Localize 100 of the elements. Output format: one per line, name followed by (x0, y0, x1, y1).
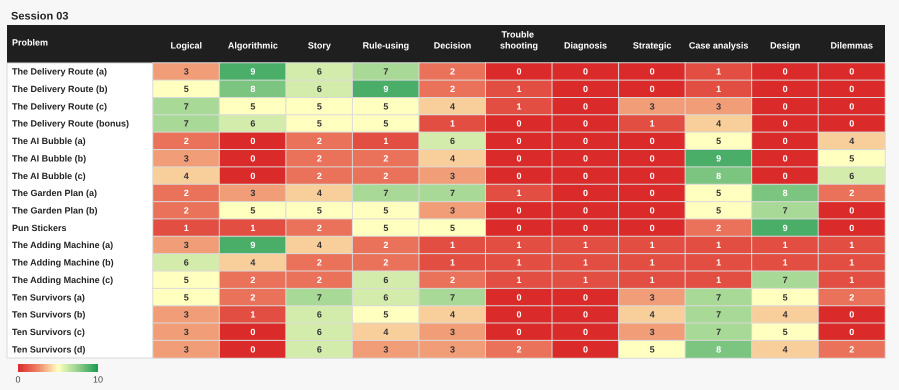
data-label: 2 (516, 344, 522, 354)
data-label: 5 (250, 206, 256, 216)
data-label: 0 (849, 84, 854, 94)
y-tick-label: The Delivery Route (a) (12, 66, 108, 77)
data-label: 0 (849, 101, 854, 112)
data-label: 5 (650, 344, 655, 354)
data-label: 0 (782, 101, 788, 112)
data-label: 1 (716, 84, 722, 94)
data-label: 1 (716, 240, 722, 250)
data-label: 7 (716, 326, 722, 337)
data-label: 6 (383, 292, 388, 302)
data-label: 0 (849, 310, 854, 320)
data-label: 0 (583, 136, 588, 146)
data-label: 0 (650, 66, 655, 77)
data-label: 1 (849, 258, 854, 268)
data-label: 1 (650, 240, 655, 250)
y-tick-label: Ten Survivors (b) (12, 310, 86, 320)
data-label: 0 (583, 326, 588, 337)
data-label: 5 (716, 206, 722, 216)
data-label: 5 (316, 206, 322, 216)
data-label: 7 (450, 188, 455, 198)
data-label: 3 (450, 326, 455, 337)
data-label: 0 (516, 310, 522, 320)
data-label: 5 (383, 206, 388, 216)
data-label: 7 (716, 292, 722, 302)
data-label: 5 (782, 292, 788, 302)
data-label: 2 (184, 136, 189, 146)
data-label: 0 (583, 84, 588, 94)
data-label: 1 (716, 274, 722, 285)
x-tick-label: Trouble shooting (500, 30, 538, 50)
data-label: 0 (516, 153, 522, 164)
data-label: 0 (583, 101, 588, 112)
y-tick-label: Ten Survivors (d) (12, 344, 86, 354)
data-label: 2 (316, 153, 322, 164)
data-label: 1 (583, 240, 588, 250)
data-label: 2 (849, 188, 854, 198)
data-label: 5 (383, 310, 388, 320)
data-label: 0 (516, 136, 522, 146)
y-tick-label: The AI Bubble (a) (12, 136, 86, 146)
data-label: 0 (583, 206, 588, 216)
data-label: 1 (184, 222, 189, 233)
data-label: 7 (716, 310, 722, 320)
data-label: 2 (450, 84, 455, 94)
data-label: 7 (782, 206, 788, 216)
data-label: 0 (250, 344, 256, 354)
data-label: 3 (184, 310, 189, 320)
data-label: 0 (849, 66, 854, 77)
data-label: 2 (250, 274, 256, 285)
data-label: 7 (450, 292, 455, 302)
data-label: 1 (849, 240, 854, 250)
x-tick-label: Dilemmas (830, 40, 873, 50)
data-label: 5 (383, 118, 388, 129)
data-label: 0 (250, 153, 256, 164)
data-label: 2 (316, 170, 322, 181)
data-label: 3 (250, 188, 256, 198)
data-label: 2 (450, 66, 455, 77)
data-label: 4 (383, 326, 388, 337)
data-label: 9 (250, 240, 256, 250)
data-label: 1 (650, 258, 655, 268)
data-label: 5 (782, 326, 788, 337)
data-label: 0 (782, 84, 788, 94)
y-tick-label: The AI Bubble (b) (12, 153, 86, 164)
data-label: 1 (250, 310, 256, 320)
y-tick-label: The Adding Machine (c) (12, 274, 114, 285)
data-label: 0 (650, 222, 655, 233)
y-tick-label: The Adding Machine (a) (12, 240, 114, 250)
data-label: 5 (383, 101, 388, 112)
data-label: 4 (716, 118, 722, 129)
data-label: 1 (583, 258, 588, 268)
data-label: 5 (316, 118, 322, 129)
y-tick-label: The Delivery Route (b) (12, 84, 108, 94)
color-bar-label: 0 (15, 374, 21, 384)
data-label: 5 (716, 188, 722, 198)
data-label: 4 (316, 240, 322, 250)
data-label: 6 (383, 274, 388, 285)
data-label: 0 (650, 188, 655, 198)
data-label: 5 (184, 84, 189, 94)
data-label: 3 (716, 101, 722, 112)
y-axis-title: Problem (12, 38, 48, 48)
data-label: 2 (383, 258, 388, 268)
data-label: 2 (316, 222, 322, 233)
data-label: 2 (316, 274, 322, 285)
data-label: 0 (650, 170, 655, 181)
data-label: 3 (450, 206, 455, 216)
color-bar-label: 10 (92, 374, 104, 384)
y-tick-label: The Adding Machine (b) (12, 258, 114, 268)
data-label: 1 (516, 188, 522, 198)
data-label: 2 (849, 292, 854, 302)
data-label: 3 (650, 101, 655, 112)
data-label: 5 (716, 136, 722, 146)
data-label: 9 (716, 153, 722, 164)
data-label: 5 (184, 292, 189, 302)
data-label: 1 (716, 66, 722, 77)
data-label: 7 (184, 118, 189, 129)
data-label: 7 (316, 292, 322, 302)
data-label: 1 (516, 258, 522, 268)
y-tick-label: The Garden Plan (a) (12, 188, 98, 198)
data-label: 9 (782, 222, 788, 233)
data-label: 3 (184, 240, 189, 250)
data-label: 4 (782, 344, 788, 354)
